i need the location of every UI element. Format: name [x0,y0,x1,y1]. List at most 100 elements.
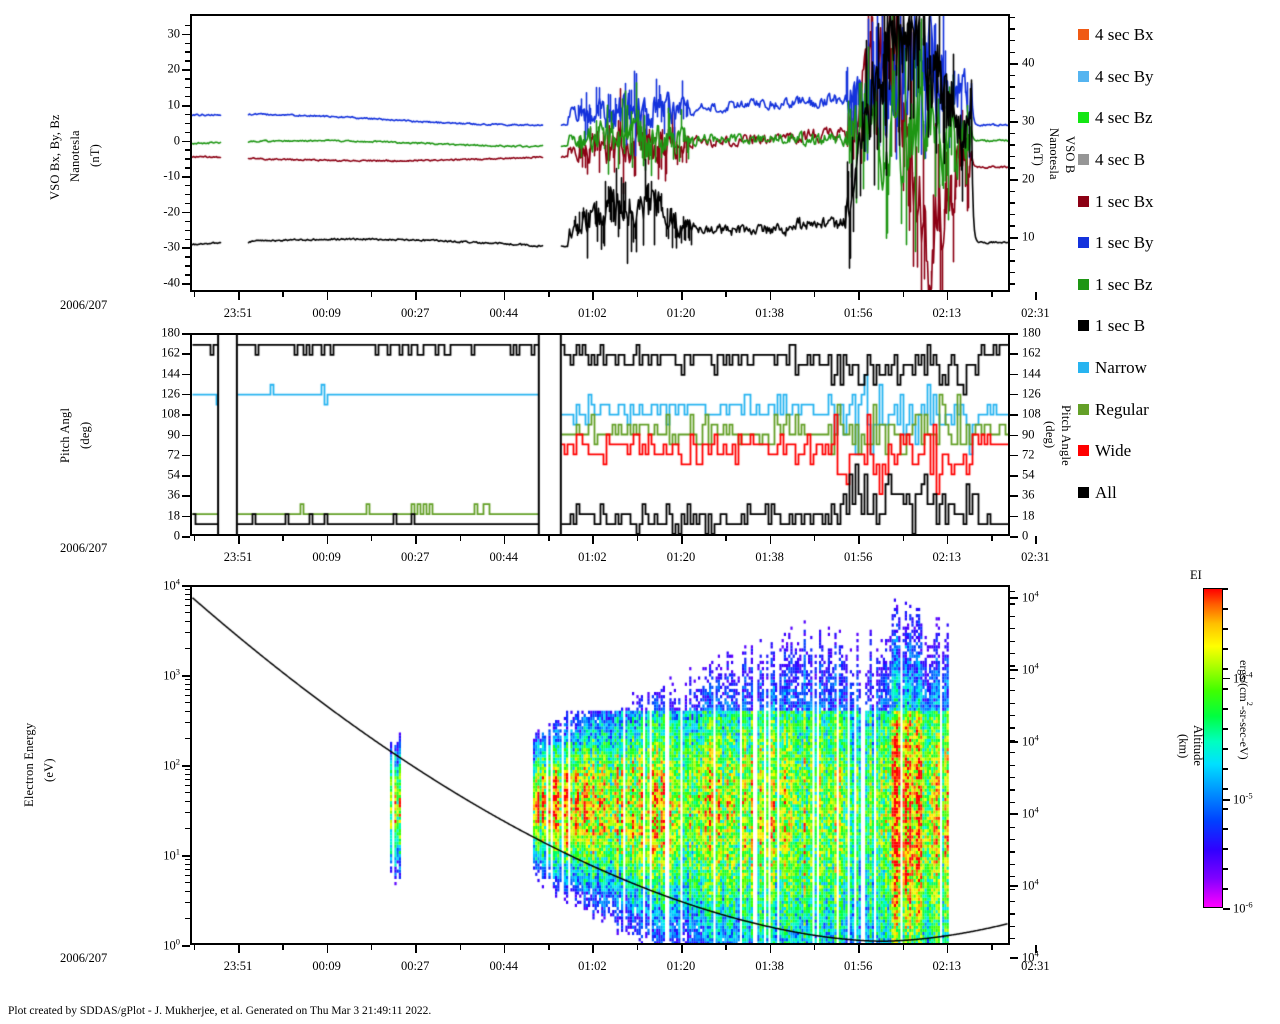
colorbar-minor-tick [1223,628,1228,630]
axis-tick [1010,515,1018,518]
axis-tick [1010,475,1018,477]
axis-tick [182,475,190,477]
legend-item-4-sec-b[interactable]: 4 sec B [1078,139,1228,181]
axis-tick [185,33,190,35]
axis-tick [503,536,506,544]
axis-tick [1010,669,1018,671]
axis-tick [185,229,190,232]
x-tick-label: 01:02 [578,550,607,564]
axis-tick [681,945,683,953]
axis-tick [1010,333,1018,335]
axis-tick [185,247,190,249]
panel2-y-tick-label-right: 126 [1022,386,1041,401]
panel2-y-tick-label-right: 108 [1022,406,1041,421]
panel2-y-tick-label-right: 0 [1022,528,1029,543]
axis-tick [182,585,190,587]
panel3-y-tick-label-right: 104 [1022,876,1039,893]
legend-swatch-icon [1078,237,1089,249]
colorbar-minor-tick [1223,828,1228,830]
axis-tick [1010,628,1015,630]
legend-item-label: 4 sec Bx [1095,25,1154,45]
legend-item-label: 4 sec By [1095,66,1154,86]
axis-tick [459,536,461,541]
x-tick-label: 01:56 [843,306,873,320]
x-tick-label: 02:13 [932,306,962,320]
panel1-y-tick-label: 30 [167,26,181,41]
legend-item-label: Regular [1095,399,1149,419]
colorbar-minor-tick [1223,708,1228,710]
axis-tick [185,149,190,151]
axis-tick [1010,155,1015,158]
axis-tick [1010,789,1015,791]
panel3-y-axis-units-left: (eV) [42,758,56,782]
axis-tick [1010,74,1015,77]
axis-tick [1010,51,1015,54]
legend-item-1-sec-bz[interactable]: 1 sec Bz [1078,264,1228,306]
legend-swatch-icon [1078,445,1089,457]
legend-item-4-sec-by[interactable]: 4 sec By [1078,56,1228,98]
legend-item-wide[interactable]: Wide [1078,430,1228,472]
legend-item-4-sec-bz[interactable]: 4 sec Bz [1078,97,1228,139]
axis-tick [415,945,417,953]
colorbar-minor-tick [1223,908,1228,910]
axis-tick [185,95,190,98]
legend-swatch-icon [1078,362,1089,374]
x-tick-label: 01:02 [578,306,607,320]
axis-tick [185,113,190,116]
axis-tick [1035,536,1037,544]
axis-tick [182,333,190,335]
axis-tick [185,176,190,178]
axis-tick [185,167,190,169]
panel3-y-tick-label: 100 [163,936,180,953]
x-tick-label: 00:27 [400,959,430,973]
axis-tick [185,647,190,650]
panel1-y-axis-label-left: VSO Bx, By, Bz [48,114,62,200]
x-tick-label: 23:51 [223,306,253,320]
axis-tick [182,434,190,437]
axis-tick [1010,739,1015,742]
x-tick-label: 00:44 [489,306,519,320]
colorbar-minor-tick [1223,808,1228,810]
legend-item-4-sec-bx[interactable]: 4 sec Bx [1078,14,1228,56]
legend-item-regular[interactable]: Regular [1078,388,1228,430]
x-tick-label: 23:51 [223,959,253,973]
axis-tick [326,945,329,953]
axis-tick [1010,167,1015,169]
axis-tick [1010,901,1015,903]
axis-tick [185,778,190,781]
axis-tick [725,945,727,950]
axis-tick [681,536,683,544]
legend-item-all[interactable]: All [1078,472,1228,514]
colorbar-title: EI [1190,568,1202,582]
legend-item-1-sec-by[interactable]: 1 sec By [1078,222,1228,264]
panel2-y-axis-label-right: Pitch Angle [1059,404,1073,466]
panel1-y-axis-units-right: Nanotesla [1047,128,1061,180]
axis-tick [185,604,190,607]
axis-tick [1010,777,1015,779]
axis-tick [1010,86,1015,88]
x-tick-label: 01:02 [578,959,607,973]
axis-tick [185,60,190,62]
axis-tick [185,24,190,27]
axis-tick [1010,536,1018,538]
panel1-y-tick-label: -20 [163,204,180,219]
panel2-y-tick-label: 144 [161,366,180,381]
x-tick-label: 00:44 [489,959,519,973]
axis-tick [185,283,190,285]
colorbar: 10-4 10-5 10-6 [1203,588,1253,916]
axis-tick [1010,876,1015,878]
colorbar-minor-tick [1223,848,1228,850]
axis-tick [636,536,639,541]
legend-item-narrow[interactable]: Narrow [1078,347,1228,389]
axis-tick [182,414,190,416]
legend-item-label: 1 sec Bx [1095,191,1154,211]
legend-item-1-sec-bx[interactable]: 1 sec Bx [1078,180,1228,222]
axis-tick [185,202,190,205]
panel2-y-tick-label-right: 36 [1022,487,1035,502]
panel2-y-tick-label-right: 144 [1022,366,1041,381]
axis-tick [326,292,329,300]
axis-tick [185,104,190,107]
legend-item-1-sec-b[interactable]: 1 sec B [1078,305,1228,347]
axis-tick [1010,925,1015,928]
